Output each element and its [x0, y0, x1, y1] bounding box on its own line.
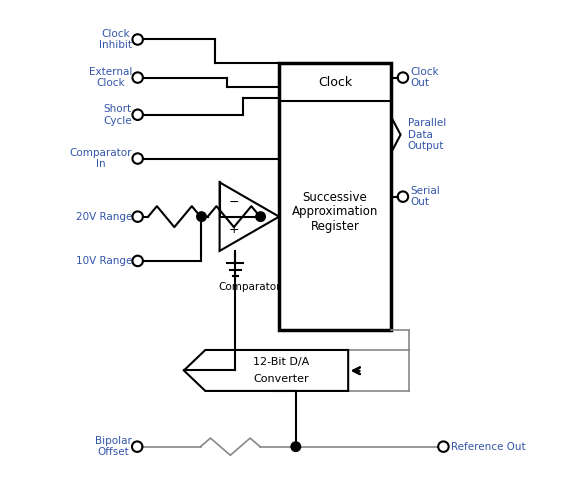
Text: +: +	[229, 224, 239, 237]
Text: Reference Out: Reference Out	[450, 442, 525, 452]
Text: Successive: Successive	[303, 191, 368, 204]
Text: Register: Register	[311, 220, 360, 233]
Circle shape	[196, 212, 206, 221]
Text: Serial
Out: Serial Out	[410, 186, 440, 207]
Text: Short
Cycle: Short Cycle	[104, 104, 132, 125]
Text: Clock
Inhibit: Clock Inhibit	[99, 29, 132, 50]
Text: Clock
Out: Clock Out	[410, 67, 439, 89]
Text: Bipolar
Offset: Bipolar Offset	[95, 436, 132, 457]
Text: 12-Bit D/A: 12-Bit D/A	[253, 357, 310, 367]
Text: Clock: Clock	[318, 76, 352, 89]
Text: Converter: Converter	[254, 374, 309, 384]
Circle shape	[291, 442, 301, 451]
Text: Parallel
Data
Output: Parallel Data Output	[408, 118, 446, 151]
Text: Comparator
In: Comparator In	[69, 148, 132, 170]
Text: External
Clock: External Clock	[88, 67, 132, 89]
Text: 10V Range: 10V Range	[75, 256, 132, 266]
Text: Approximation: Approximation	[292, 205, 378, 218]
Text: 20V Range: 20V Range	[75, 212, 132, 222]
Text: −: −	[229, 196, 239, 209]
Circle shape	[256, 212, 265, 221]
Bar	[279, 63, 391, 330]
Text: Comparator: Comparator	[218, 282, 280, 292]
